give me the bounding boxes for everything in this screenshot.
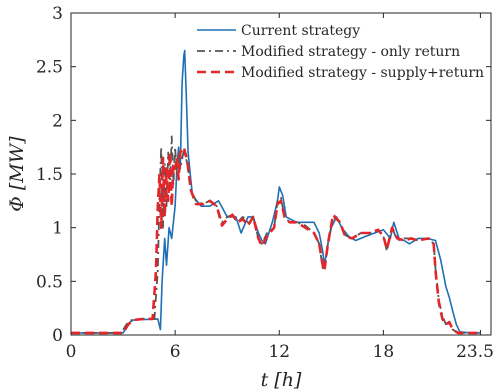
legend: Current strategy Modified strategy - onl…	[197, 23, 484, 81]
x-tick-label: 18	[373, 342, 395, 362]
plot-lines	[71, 49, 481, 335]
x-tick-label: 0	[66, 342, 77, 362]
y-axis-label: Φ [MW]	[6, 136, 28, 212]
y-tick-label: 0.5	[36, 272, 63, 292]
x-tick-label: 12	[268, 342, 290, 362]
y-tick-label: 1.5	[36, 165, 63, 185]
y-tick-label: 2.5	[36, 58, 63, 78]
series-line-modified-strategy-supply-return	[71, 145, 481, 335]
x-axis-label: t [h]	[261, 369, 302, 391]
legend-entry-supply-return: Modified strategy - supply+return	[241, 65, 484, 81]
axes: 0 6 12 18 23.59 0 0.5 1 1.5 2 2.5 3	[36, 4, 495, 362]
y-tick-label: 0	[52, 326, 63, 346]
legend-swatches	[197, 29, 236, 74]
x-tick-label: 23.59	[456, 342, 495, 362]
y-tick-label: 3	[52, 4, 63, 24]
legend-entry-current-strategy: Current strategy	[241, 23, 360, 39]
legend-entry-only-return: Modified strategy - only return	[241, 44, 460, 60]
x-tick-label: 6	[170, 342, 181, 362]
y-tick-label: 1	[52, 219, 63, 239]
y-tick-label: 2	[52, 111, 63, 131]
